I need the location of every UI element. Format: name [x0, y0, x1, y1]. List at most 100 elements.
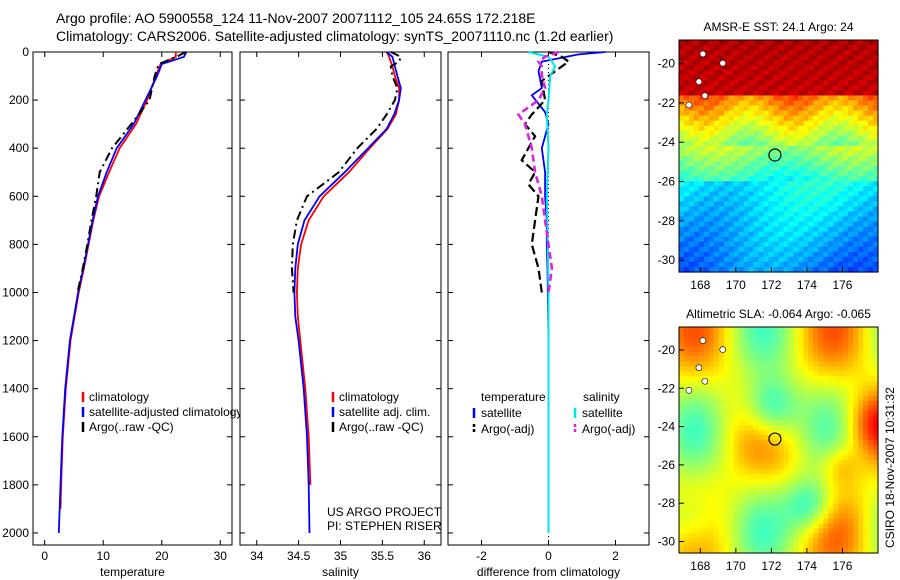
map-cell	[698, 410, 705, 417]
map-cell	[683, 161, 690, 167]
map-cell	[788, 115, 795, 122]
map-cell	[823, 346, 829, 353]
map-cell	[798, 55, 804, 61]
map-cell	[823, 513, 829, 520]
map-cell	[768, 415, 775, 421]
map-cell	[843, 206, 849, 213]
map-cell	[808, 435, 814, 441]
map-cell	[693, 464, 700, 471]
map-cell	[728, 50, 735, 56]
map-cell	[733, 395, 740, 402]
map-cell	[808, 65, 814, 71]
map-cell	[733, 65, 740, 71]
map-cell	[843, 346, 849, 353]
map-cell	[753, 533, 760, 539]
map-cell	[753, 327, 760, 333]
map-cell	[793, 435, 799, 441]
map-cell	[763, 135, 770, 142]
map-cell	[753, 430, 760, 436]
map-cell	[788, 484, 795, 490]
map-cell	[688, 226, 695, 233]
map-cell	[788, 246, 795, 253]
map-cell	[848, 390, 854, 397]
map-cell	[873, 371, 879, 377]
map-cell	[798, 366, 804, 372]
map-cell	[843, 513, 849, 520]
map-cell	[818, 241, 824, 248]
map-cell	[768, 366, 775, 372]
map-cell	[768, 120, 775, 127]
map-cell	[863, 75, 869, 81]
map-cell	[679, 548, 685, 554]
map-cell	[838, 70, 844, 76]
map-cell	[788, 449, 795, 456]
map-cell	[853, 156, 859, 162]
map-cell	[788, 474, 795, 480]
map-cell	[858, 70, 864, 76]
map-cell	[843, 246, 849, 253]
map-cell	[763, 211, 770, 218]
map-cell	[713, 256, 720, 263]
map-cell	[793, 390, 799, 397]
map-cell	[818, 415, 824, 421]
map-cell	[838, 331, 844, 338]
map-cell	[743, 55, 750, 61]
map-cell	[758, 479, 765, 485]
map-cell	[758, 440, 765, 446]
map-cell	[748, 191, 755, 197]
map-cell	[828, 85, 834, 92]
map-cell	[823, 341, 829, 348]
map-cell	[758, 405, 765, 412]
map-cell	[768, 513, 775, 520]
map-cell	[688, 464, 695, 471]
map-cell	[688, 90, 695, 97]
map-cell	[683, 206, 690, 213]
map-cell	[788, 336, 795, 343]
map-cell	[853, 196, 859, 202]
map-cell	[778, 390, 785, 397]
map-cell	[743, 226, 750, 233]
map-cell	[713, 356, 720, 362]
map-cell	[788, 216, 795, 223]
map-cell	[798, 327, 804, 333]
map-cell	[823, 55, 829, 61]
map-cell	[773, 454, 780, 461]
map-cell	[853, 105, 859, 112]
map-cell	[708, 40, 715, 46]
map-cell	[728, 385, 735, 392]
map-cell	[738, 494, 745, 500]
map-cell	[848, 171, 854, 177]
map-cell	[803, 50, 809, 56]
map-cell	[679, 201, 685, 208]
map-cell	[693, 538, 700, 544]
map-cell	[803, 140, 809, 147]
map-cell	[803, 40, 809, 46]
map-cell	[713, 336, 720, 343]
map-cell	[693, 181, 700, 187]
map-cell	[813, 430, 819, 436]
map-cell	[703, 356, 710, 362]
map-cell	[748, 469, 755, 475]
map-cell	[738, 444, 745, 451]
map-cell	[728, 226, 735, 233]
map-cell	[723, 231, 730, 238]
map-cell	[679, 513, 685, 520]
map-cell	[693, 115, 700, 122]
map-cell	[698, 371, 705, 377]
map-cell	[679, 261, 685, 268]
map-cell	[853, 100, 859, 107]
map-cell	[778, 376, 785, 382]
map-cell	[688, 356, 695, 362]
map-cell	[748, 85, 755, 92]
map-cell	[868, 415, 874, 421]
map-cell	[758, 125, 765, 132]
map-cell	[753, 341, 760, 348]
map-cell	[713, 206, 720, 213]
map-cell	[728, 430, 735, 436]
map-cell	[873, 435, 879, 441]
map-cell	[708, 341, 715, 348]
map-cell	[763, 385, 770, 392]
map-cell	[793, 80, 799, 86]
map-cell	[713, 376, 720, 382]
map-cell	[683, 60, 690, 66]
